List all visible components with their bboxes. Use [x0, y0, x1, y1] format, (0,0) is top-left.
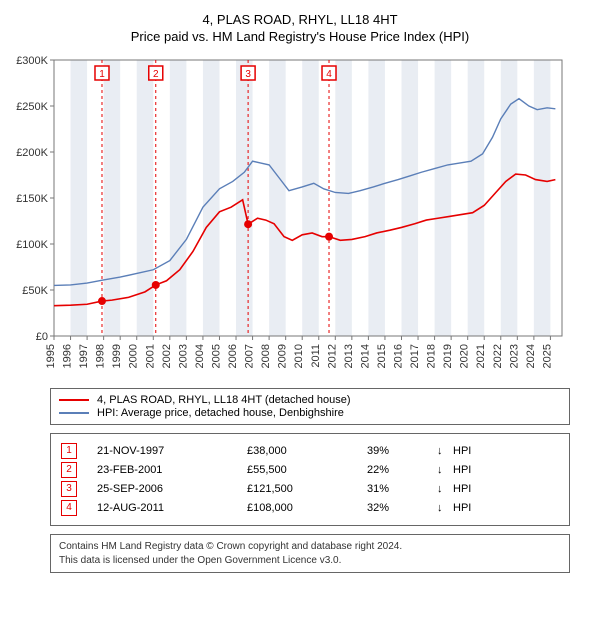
sales-table: 121-NOV-1997£38,00039%↓HPI223-FEB-2001£5… [50, 433, 570, 526]
svg-text:4: 4 [326, 69, 332, 80]
svg-text:2016: 2016 [392, 344, 404, 368]
legend-item: HPI: Average price, detached house, Denb… [59, 407, 561, 419]
svg-text:2007: 2007 [244, 344, 256, 368]
table-row: 4 12-AUG-2011£108,00032%↓HPI [61, 500, 559, 516]
sale-marker-number: 3 [61, 481, 77, 497]
legend-item: 4, PLAS ROAD, RHYL, LL18 4HT (detached h… [59, 394, 561, 406]
svg-text:2025: 2025 [541, 344, 553, 368]
chart-titles: 4, PLAS ROAD, RHYL, LL18 4HT Price paid … [10, 12, 590, 44]
svg-text:£250K: £250K [16, 101, 48, 113]
svg-text:2004: 2004 [194, 344, 206, 368]
sale-date: 12-AUG-2011 [97, 502, 247, 514]
svg-text:2: 2 [153, 69, 159, 80]
svg-text:2017: 2017 [409, 344, 421, 368]
table-row: 3 25-SEP-2006£121,50031%↓HPI [61, 481, 559, 497]
down-arrow-icon: ↓ [437, 483, 453, 495]
svg-text:2022: 2022 [492, 344, 504, 368]
svg-text:2020: 2020 [459, 344, 471, 368]
svg-text:1998: 1998 [95, 344, 107, 368]
svg-text:2009: 2009 [277, 344, 289, 368]
svg-text:£100K: £100K [16, 239, 48, 251]
svg-text:1999: 1999 [111, 344, 123, 368]
svg-text:2023: 2023 [508, 344, 520, 368]
chart-title-subtitle: Price paid vs. HM Land Registry's House … [10, 29, 590, 44]
table-row: 1 21-NOV-1997£38,00039%↓HPI [61, 443, 559, 459]
svg-text:2015: 2015 [376, 344, 388, 368]
sale-compare-label: HPI [453, 445, 559, 457]
sale-marker-number: 4 [61, 500, 77, 516]
svg-text:£300K: £300K [16, 55, 48, 67]
svg-text:2021: 2021 [475, 344, 487, 368]
svg-text:2006: 2006 [227, 344, 239, 368]
chart-area: £0 £50K £100K £150K £200K £250K £300K 1995 1996 1… [10, 50, 590, 380]
chart-title-address: 4, PLAS ROAD, RHYL, LL18 4HT [10, 12, 590, 27]
svg-text:2024: 2024 [525, 344, 537, 368]
down-arrow-icon: ↓ [437, 464, 453, 476]
sale-pct: 31% [367, 483, 437, 495]
sale-price: £108,000 [247, 502, 367, 514]
sale-price: £38,000 [247, 445, 367, 457]
svg-text:3: 3 [245, 69, 251, 80]
credits-line1: Contains HM Land Registry data © Crown c… [59, 540, 561, 554]
sale-pct: 39% [367, 445, 437, 457]
legend-label: HPI: Average price, detached house, Denb… [97, 407, 344, 419]
credits-box: Contains HM Land Registry data © Crown c… [50, 534, 570, 573]
svg-text:2018: 2018 [426, 344, 438, 368]
svg-text:£0: £0 [36, 331, 48, 343]
sale-compare-label: HPI [453, 464, 559, 476]
sale-marker-number: 1 [61, 443, 77, 459]
svg-text:£200K: £200K [16, 147, 48, 159]
sale-compare-label: HPI [453, 502, 559, 514]
svg-text:2012: 2012 [326, 344, 338, 368]
credits-line2: This data is licensed under the Open Gov… [59, 554, 561, 568]
svg-text:2003: 2003 [177, 344, 189, 368]
svg-text:2000: 2000 [128, 344, 140, 368]
down-arrow-icon: ↓ [437, 502, 453, 514]
svg-text:2014: 2014 [359, 344, 371, 368]
svg-text:2001: 2001 [144, 344, 156, 368]
sale-price: £121,500 [247, 483, 367, 495]
sale-date: 21-NOV-1997 [97, 445, 247, 457]
svg-text:1: 1 [99, 69, 105, 80]
sale-pct: 22% [367, 464, 437, 476]
svg-text:£50K: £50K [22, 285, 48, 297]
legend-swatch [59, 412, 89, 414]
sale-pct: 32% [367, 502, 437, 514]
svg-text:2010: 2010 [293, 344, 305, 368]
svg-text:1997: 1997 [78, 344, 90, 368]
svg-text:2013: 2013 [343, 344, 355, 368]
price-chart: £0 £50K £100K £150K £200K £250K £300K 1995 1996 1… [10, 50, 570, 380]
svg-text:1996: 1996 [62, 344, 74, 368]
sale-date: 25-SEP-2006 [97, 483, 247, 495]
svg-text:2011: 2011 [310, 344, 322, 368]
svg-text:2019: 2019 [442, 344, 454, 368]
svg-text:2008: 2008 [260, 344, 272, 368]
sale-price: £55,500 [247, 464, 367, 476]
svg-text:2002: 2002 [161, 344, 173, 368]
table-row: 2 23-FEB-2001£55,50022%↓HPI [61, 462, 559, 478]
svg-text:1995: 1995 [45, 344, 57, 368]
legend-label: 4, PLAS ROAD, RHYL, LL18 4HT (detached h… [97, 394, 351, 406]
sale-date: 23-FEB-2001 [97, 464, 247, 476]
down-arrow-icon: ↓ [437, 445, 453, 457]
sale-compare-label: HPI [453, 483, 559, 495]
svg-text:2005: 2005 [210, 344, 222, 368]
legend-box: 4, PLAS ROAD, RHYL, LL18 4HT (detached h… [50, 388, 570, 425]
sale-marker-number: 2 [61, 462, 77, 478]
page-root: 4, PLAS ROAD, RHYL, LL18 4HT Price paid … [0, 0, 600, 583]
legend-swatch [59, 399, 89, 401]
svg-text:£150K: £150K [16, 193, 48, 205]
